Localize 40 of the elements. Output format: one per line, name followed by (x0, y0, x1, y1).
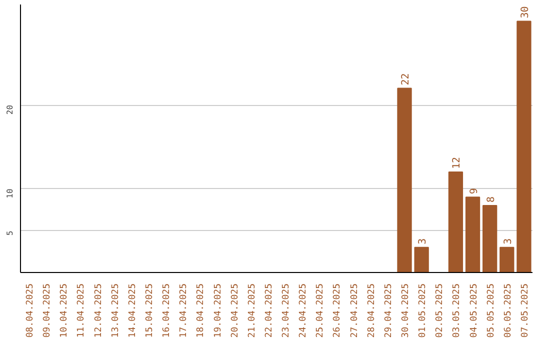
y-tick-label: 10 (6, 188, 14, 198)
x-tick-label: 28.04.2025 (366, 283, 377, 338)
x-tick-label: 09.04.2025 (42, 283, 53, 338)
data-label: 9 (468, 188, 480, 194)
data-label: 22 (400, 73, 412, 86)
data-label: 3 (502, 238, 514, 244)
x-tick-label: 13.04.2025 (110, 283, 121, 338)
x-tick-label: 11.04.2025 (76, 283, 87, 338)
data-label: 3 (418, 238, 429, 244)
x-tick-label: 27.04.2025 (350, 283, 360, 338)
x-tick-label: 30.04.2025 (401, 283, 411, 338)
x-tick-label: 17.04.2025 (179, 283, 190, 338)
data-label: 8 (486, 196, 497, 202)
x-tick-label: 07.05.2025 (520, 283, 530, 338)
x-tick-label: 12.04.2025 (94, 283, 104, 338)
x-tick-label: 18.04.2025 (196, 283, 206, 338)
data-label: 30 (520, 6, 531, 18)
x-tick-label: 16.04.2025 (162, 283, 172, 338)
x-tick-label: 25.04.2025 (316, 283, 326, 338)
x-tick-label: 21.04.2025 (247, 283, 258, 338)
x-tick-label: 24.04.2025 (298, 283, 309, 338)
x-tick-label: 02.05.2025 (435, 283, 446, 338)
data-label: 12 (452, 156, 463, 169)
x-tick-label: 29.04.2025 (384, 283, 394, 338)
x-tick-label: 06.05.2025 (503, 283, 514, 338)
x-tick-label: 23.04.2025 (282, 283, 292, 338)
x-tick-label: 26.04.2025 (332, 283, 343, 338)
x-tick-label: 20.04.2025 (230, 283, 240, 338)
x-tick-label: 05.05.2025 (486, 283, 496, 338)
x-tick-label: 15.04.2025 (145, 283, 155, 338)
x-tick-label: 08.04.2025 (26, 283, 36, 338)
x-tick-label: 19.04.2025 (213, 283, 224, 338)
x-tick-label: 04.05.2025 (469, 283, 480, 338)
y-tick-label: 5 (6, 230, 14, 236)
x-tick-label: 10.04.2025 (60, 283, 70, 338)
y-tick-label: 20 (6, 104, 14, 115)
x-tick-label: 14.04.2025 (128, 283, 138, 338)
x-tick-label: 22.04.2025 (264, 283, 274, 338)
x-tick-label: 03.05.2025 (452, 283, 462, 338)
x-tick-label: 01.05.2025 (418, 283, 428, 338)
